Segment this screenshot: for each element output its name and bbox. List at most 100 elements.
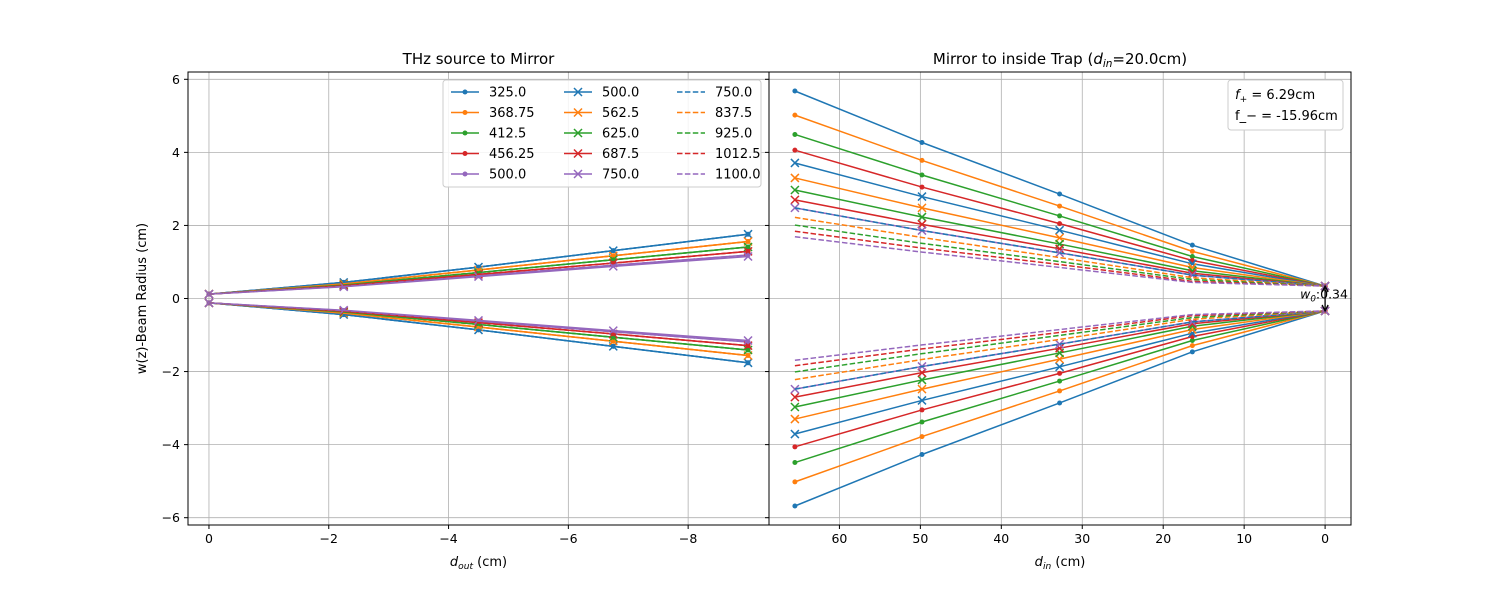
data-point bbox=[1057, 191, 1063, 197]
series-line-3-upper bbox=[794, 133, 1326, 287]
y-axis-label: w(z)-Beam Radius (cm) bbox=[135, 223, 150, 374]
legend-label: 837.5 bbox=[715, 106, 752, 121]
data-point bbox=[1055, 362, 1065, 372]
waist-arrowhead-top bbox=[1321, 284, 1329, 293]
series-line-12-upper bbox=[794, 224, 1326, 287]
data-point bbox=[1057, 400, 1063, 406]
data-point bbox=[1055, 244, 1065, 254]
data-point bbox=[792, 88, 798, 94]
series-line-10-lower bbox=[794, 310, 1326, 390]
chart-panel-1: 0 −2 −4 −6 −8 −6 −4 −2 0 2 4 6 THz source to Mirror d… bbox=[135, 50, 770, 572]
x-axis-label: dout​ (cm) bbox=[450, 555, 507, 572]
info-box-line: f_− = -15.96cm bbox=[1235, 109, 1338, 124]
series-line-11-lower bbox=[208, 302, 749, 364]
data-point bbox=[1189, 338, 1195, 344]
data-point bbox=[792, 479, 798, 485]
data-point bbox=[790, 195, 800, 205]
data-point bbox=[743, 251, 753, 262]
legend-marker bbox=[573, 87, 583, 97]
chart-title: Mirror to inside Trap (din​=20.0cm) bbox=[933, 50, 1187, 70]
series-line-11-lower bbox=[794, 310, 1326, 381]
data-point bbox=[790, 429, 800, 439]
data-point bbox=[1057, 378, 1063, 384]
x-tick-label: 50 bbox=[912, 531, 928, 546]
data-point bbox=[792, 460, 798, 466]
legend-box bbox=[442, 79, 762, 188]
data-point bbox=[1189, 349, 1195, 355]
legend-marker bbox=[462, 110, 468, 115]
x-tick-label: −8 bbox=[679, 531, 697, 546]
data-point bbox=[1057, 388, 1063, 394]
data-point bbox=[608, 326, 618, 336]
series-line-2-upper bbox=[794, 114, 1326, 287]
data-point bbox=[917, 384, 927, 394]
y-tick-label: −6 bbox=[162, 510, 180, 525]
y-tick-label: −2 bbox=[162, 364, 180, 379]
data-point bbox=[1189, 242, 1195, 248]
data-point bbox=[1055, 225, 1065, 235]
legend-marker bbox=[573, 169, 583, 179]
legend-marker bbox=[573, 128, 583, 138]
y-tick-label: 2 bbox=[172, 218, 180, 233]
data-point bbox=[919, 172, 925, 178]
data-point bbox=[792, 147, 798, 153]
legend-label: 1012.5 bbox=[715, 147, 761, 162]
data-point bbox=[790, 173, 800, 183]
y-tick-label: −4 bbox=[162, 437, 180, 452]
data-point bbox=[608, 261, 618, 271]
series-line-6-lower bbox=[208, 302, 749, 364]
data-point bbox=[919, 419, 925, 425]
grid-lines bbox=[769, 72, 1351, 525]
data-point bbox=[1057, 203, 1063, 209]
data-point bbox=[919, 140, 925, 146]
data-point bbox=[1055, 339, 1065, 349]
series-line-6-upper bbox=[208, 233, 749, 295]
legend-marker bbox=[462, 151, 468, 156]
legend: 325.0 368.75 412.5 456.25 500.0 500.0 562.5 625… bbox=[442, 79, 762, 188]
data-point bbox=[790, 158, 800, 168]
legend-label: 750.0 bbox=[715, 86, 752, 101]
series-group bbox=[790, 88, 1330, 509]
data-point bbox=[792, 444, 798, 450]
series-line-14-upper bbox=[794, 236, 1326, 287]
chart-title: THz source to Mirror bbox=[402, 50, 556, 68]
data-point bbox=[1055, 248, 1065, 258]
legend-label: 750.0 bbox=[602, 168, 639, 183]
legend-label: 368.75 bbox=[489, 106, 535, 121]
x-tick-label: −2 bbox=[320, 531, 338, 546]
data-point bbox=[919, 184, 925, 190]
legend-marker bbox=[462, 171, 468, 177]
legend-label: 625.0 bbox=[602, 127, 639, 142]
series-group bbox=[204, 229, 753, 368]
x-axis-label: din​ (cm) bbox=[1035, 555, 1086, 572]
legend-label: 500.0 bbox=[602, 86, 639, 101]
data-point bbox=[790, 402, 800, 412]
legend-marker bbox=[573, 107, 583, 118]
data-point bbox=[790, 185, 800, 195]
x-tick-label: 30 bbox=[1074, 531, 1090, 546]
y-tick-label: 6 bbox=[172, 72, 180, 87]
data-point bbox=[917, 212, 927, 222]
x-tick-label: 20 bbox=[1155, 531, 1171, 546]
waist-arrowhead-bottom bbox=[1321, 304, 1329, 313]
series-line-11-upper bbox=[794, 216, 1326, 287]
data-point bbox=[790, 392, 800, 402]
waist-annotation: w0​:0.34 bbox=[1300, 287, 1348, 305]
legend-label: 562.5 bbox=[602, 106, 639, 121]
series-line-10-upper bbox=[794, 207, 1326, 287]
x-tick-label: −6 bbox=[559, 531, 577, 546]
legend-marker bbox=[573, 148, 583, 159]
chart-panel-2: 60 50 40 30 20 10 0 Mirror to inside Trap (din​… bbox=[765, 50, 1352, 572]
x-tick-label: 0 bbox=[205, 531, 213, 546]
x-tick-label: 0 bbox=[1321, 531, 1329, 546]
data-point bbox=[917, 203, 927, 213]
series-line-12-lower bbox=[794, 310, 1326, 373]
x-tick-label: 60 bbox=[831, 531, 847, 546]
legend-label: 1100.0 bbox=[715, 168, 761, 183]
legend-label: 500.0 bbox=[489, 168, 526, 183]
data-point bbox=[743, 335, 753, 346]
series-line-11-upper bbox=[208, 233, 749, 295]
legend-label: 412.5 bbox=[489, 127, 526, 142]
data-point bbox=[919, 434, 925, 440]
